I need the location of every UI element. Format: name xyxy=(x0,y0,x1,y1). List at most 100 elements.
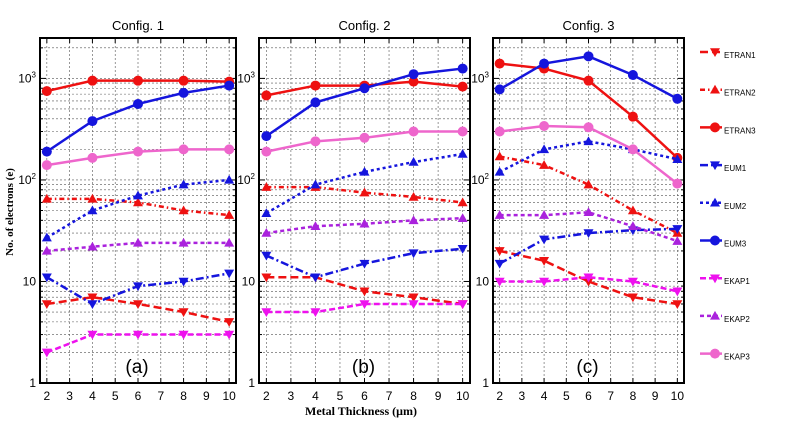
data-point-eum3 xyxy=(359,83,370,94)
legend-label: EUM3 xyxy=(724,240,747,249)
x-tick-label: 9 xyxy=(435,389,442,403)
panel-title: Config. 1 xyxy=(112,18,164,33)
y-tick-label: 103 xyxy=(471,70,489,85)
x-tick-label: 7 xyxy=(386,389,393,403)
data-point-etran3 xyxy=(627,111,638,122)
data-point-eum2 xyxy=(41,232,52,242)
y-tick-label: 1 xyxy=(248,376,255,390)
data-point-eum2 xyxy=(310,179,321,189)
data-point-eum2 xyxy=(408,157,419,166)
data-point-eum1 xyxy=(310,273,321,283)
x-tick-label: 10 xyxy=(222,389,236,403)
data-point-ekap2 xyxy=(224,237,235,247)
x-tick-label: 4 xyxy=(89,389,96,403)
x-tick-label: 3 xyxy=(519,389,526,403)
x-tick-label: 7 xyxy=(157,389,164,403)
panel-2: 2 3 4 5 6 7 8 9 10 1 10 102 103 Config. 2 (b) xyxy=(237,18,471,403)
data-point-eum3 xyxy=(457,63,468,74)
data-point-ekap2 xyxy=(457,213,468,222)
data-point-eum3 xyxy=(539,58,550,69)
data-point-etran1 xyxy=(359,287,370,297)
legend-item-etran3: ETRAN3 xyxy=(700,122,756,135)
x-tick-label: 8 xyxy=(410,389,417,403)
x-tick-label: 2 xyxy=(43,389,50,403)
data-point-eum1 xyxy=(133,282,143,292)
data-point-eum1 xyxy=(672,225,683,234)
series-line-eum1 xyxy=(499,227,678,265)
data-point-ekap2 xyxy=(494,210,505,219)
y-axis-label: No. of electrons (e) xyxy=(4,168,16,256)
legend: ETRAN1 ETRAN2 ETRAN3 EUM1 EUM2 EUM3 EKAP1 EKAP2… xyxy=(700,48,756,362)
data-point-etran1 xyxy=(133,300,143,309)
x-tick-label: 9 xyxy=(203,389,210,403)
data-point-ekap2 xyxy=(627,221,638,230)
data-point-ekap3 xyxy=(457,126,468,137)
data-point-ekap3 xyxy=(494,126,505,137)
data-point-etran1 xyxy=(224,318,235,327)
y-tick-label: 1 xyxy=(482,376,489,390)
y-tick-label: 10 xyxy=(476,274,490,288)
series-line-etran1 xyxy=(499,249,678,306)
data-point-ekap2 xyxy=(178,237,189,247)
data-point-eum2 xyxy=(672,154,683,163)
data-point-etran1 xyxy=(87,293,98,303)
data-point-eum1 xyxy=(41,273,52,283)
data-point-eum2 xyxy=(494,166,505,176)
data-point-etran3 xyxy=(261,90,272,101)
data-point-ekap3 xyxy=(408,126,419,137)
panel-title: Config. 3 xyxy=(562,18,614,33)
data-point-ekap1 xyxy=(408,300,419,309)
data-point-eum1 xyxy=(494,259,505,269)
data-point-etran1 xyxy=(672,300,683,309)
data-point-etran3 xyxy=(41,86,52,97)
data-point-ekap1 xyxy=(457,300,468,309)
panel-3: 2 3 4 5 6 7 8 9 10 1 10 102 103 Config. 3 (c) xyxy=(471,18,685,403)
data-point-etran3 xyxy=(178,75,189,86)
legend-marker xyxy=(710,197,720,207)
data-point-etran2 xyxy=(178,205,189,215)
x-tick-label: 8 xyxy=(180,389,187,403)
series-line-ekap1 xyxy=(499,276,678,293)
y-tick-label: 10 xyxy=(242,274,256,288)
data-point-ekap3 xyxy=(627,144,638,155)
y-tick-label: 103 xyxy=(237,70,255,85)
data-point-ekap2 xyxy=(672,236,683,245)
data-point-ekap1 xyxy=(41,348,52,358)
data-point-etran3 xyxy=(310,80,321,91)
y-tick-label: 102 xyxy=(18,172,36,187)
legend-label: ETRAN2 xyxy=(724,89,756,98)
x-tick-label: 3 xyxy=(288,389,295,403)
data-point-etran2 xyxy=(133,197,143,207)
data-point-etran1 xyxy=(539,256,550,266)
data-point-eum2 xyxy=(261,208,272,217)
legend-label: EKAP2 xyxy=(724,315,750,324)
data-point-etran3 xyxy=(133,75,143,86)
data-point-etran2 xyxy=(457,197,468,207)
data-point-eum3 xyxy=(224,80,235,91)
x-tick-label: 3 xyxy=(66,389,73,403)
legend-marker xyxy=(710,348,720,359)
series-group xyxy=(41,75,235,358)
panel-title: Config. 2 xyxy=(338,18,390,33)
data-point-etran2 xyxy=(539,160,550,169)
legend-marker xyxy=(710,161,720,171)
data-point-ekap1 xyxy=(178,330,189,340)
data-point-eum1 xyxy=(261,251,272,261)
x-tick-label: 8 xyxy=(630,389,637,403)
x-tick-label: 4 xyxy=(541,389,548,403)
x-tick-label: 6 xyxy=(585,389,592,403)
x-tick-label: 5 xyxy=(563,389,570,403)
data-point-eum1 xyxy=(539,235,550,245)
y-tick-label: 102 xyxy=(237,172,255,187)
data-point-eum3 xyxy=(408,69,419,80)
data-point-etran1 xyxy=(178,308,189,318)
series-line-ekap2 xyxy=(499,211,678,243)
panel-letter: (b) xyxy=(352,357,375,378)
data-point-eum2 xyxy=(359,166,370,176)
data-point-eum1 xyxy=(87,300,98,309)
data-point-ekap2 xyxy=(539,210,550,219)
series-line-etran2 xyxy=(266,185,463,204)
data-point-ekap2 xyxy=(87,241,98,251)
data-point-ekap1 xyxy=(627,277,638,287)
